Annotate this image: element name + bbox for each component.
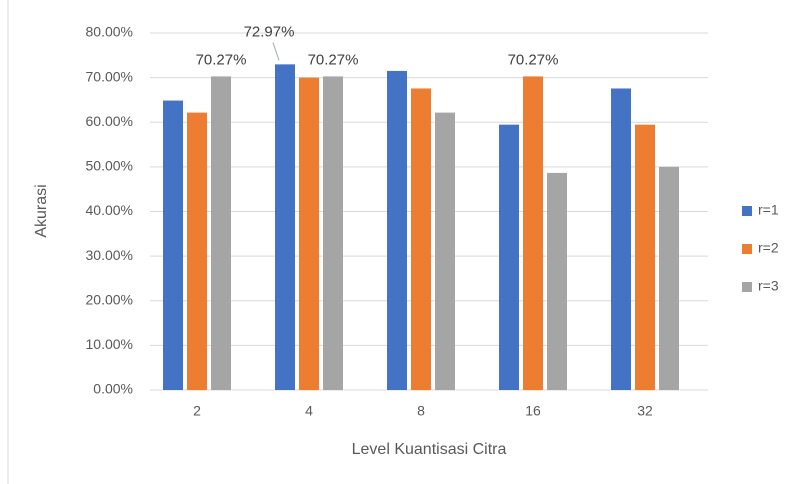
x-tick-label: 16 xyxy=(525,403,541,419)
y-tick-label: 70.00% xyxy=(86,68,133,84)
y-tick-label: 40.00% xyxy=(86,202,133,218)
legend-swatch xyxy=(742,244,752,254)
legend-label: r=3 xyxy=(758,278,779,294)
bar xyxy=(659,166,679,390)
bar xyxy=(611,88,631,390)
x-tick-label: 32 xyxy=(637,403,653,419)
bar xyxy=(635,124,655,390)
y-tick-label: 30.00% xyxy=(86,247,133,263)
bar xyxy=(547,172,567,390)
x-tick-label: 4 xyxy=(305,403,313,419)
x-tick-label: 2 xyxy=(193,403,201,419)
bar xyxy=(411,88,431,390)
x-axis-title: Level Kuantisasi Citra xyxy=(352,441,507,458)
legend-swatch xyxy=(742,206,752,216)
bar xyxy=(323,76,343,390)
bar xyxy=(435,112,455,391)
bar xyxy=(299,77,319,390)
bar xyxy=(387,70,407,391)
y-tick-label: 50.00% xyxy=(86,158,133,174)
bar xyxy=(523,76,543,390)
y-tick-label: 80.00% xyxy=(86,24,133,40)
bar xyxy=(211,76,231,390)
x-tick-label: 8 xyxy=(417,403,425,419)
leader-line xyxy=(272,42,280,61)
data-label: 70.27% xyxy=(308,51,359,68)
bar xyxy=(163,100,183,390)
y-tick-label: 60.00% xyxy=(86,113,133,129)
y-tick-label: 20.00% xyxy=(86,291,133,307)
y-tick-label: 0.00% xyxy=(93,381,133,397)
bar xyxy=(275,64,295,391)
legend-label: r=2 xyxy=(758,240,779,256)
legend-label: r=1 xyxy=(758,202,779,218)
data-label: 72.97% xyxy=(244,23,295,40)
bar xyxy=(499,124,519,390)
data-label: 70.27% xyxy=(508,51,559,68)
legend-swatch xyxy=(742,282,752,292)
y-tick-label: 10.00% xyxy=(86,336,133,352)
data-label: 70.27% xyxy=(196,51,247,68)
bar xyxy=(187,112,207,391)
y-axis-title: Akurasi xyxy=(33,184,50,237)
